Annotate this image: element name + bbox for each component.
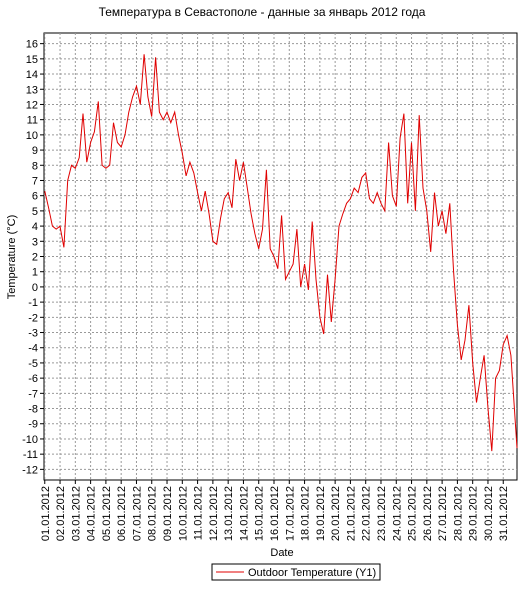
y-tick-label: -3	[28, 328, 38, 340]
x-tick-label: 22.01.2012	[361, 486, 373, 541]
y-tick-label: 8	[32, 160, 38, 172]
x-tick-label: 08.01.2012	[147, 486, 159, 541]
x-tick-label: 28.01.2012	[452, 486, 464, 541]
x-tick-label: 05.01.2012	[101, 486, 113, 541]
x-tick-label: 23.01.2012	[376, 486, 388, 541]
x-tick-label: 14.01.2012	[238, 486, 250, 541]
x-tick-label: 26.01.2012	[422, 486, 434, 541]
y-tick-label: 12	[26, 99, 38, 111]
x-tick-label: 11.01.2012	[193, 486, 205, 540]
x-tick-label: 13.01.2012	[223, 486, 235, 541]
x-tick-label: 10.01.2012	[177, 486, 189, 541]
x-tick-label: 25.01.2012	[407, 486, 419, 541]
x-tick-label: 15.01.2012	[254, 486, 266, 541]
y-tick-label: 9	[32, 145, 38, 157]
y-tick-label: 0	[32, 282, 38, 294]
y-tick-label: 6	[32, 191, 38, 203]
y-tick-label: -1	[28, 297, 38, 309]
x-tick-label: 12.01.2012	[208, 486, 220, 541]
y-tick-label: -4	[28, 343, 38, 355]
x-tick-label: 20.01.2012	[330, 486, 342, 541]
x-tick-label: 18.01.2012	[300, 486, 312, 541]
y-tick-label: 2	[32, 252, 38, 264]
x-tick-label: 07.01.2012	[131, 486, 143, 541]
x-tick-label: 30.01.2012	[483, 486, 495, 541]
y-tick-label: -5	[28, 358, 38, 370]
x-tick-label: 19.01.2012	[315, 486, 327, 541]
x-tick-label: 31.01.2012	[498, 486, 510, 541]
y-tick-label: -11	[23, 449, 38, 461]
x-tick-label: 17.01.2012	[284, 486, 296, 541]
y-tick-label: 5	[32, 206, 38, 218]
y-tick-label: 1	[32, 267, 38, 279]
y-axis-label: Temperature (°C)	[6, 215, 18, 299]
x-tick-label: 16.01.2012	[269, 486, 281, 541]
x-axis-label: Date	[270, 547, 293, 559]
x-tick-label: 21.01.2012	[345, 486, 357, 541]
x-tick-label: 06.01.2012	[116, 486, 128, 541]
x-tick-label: 02.01.2012	[55, 486, 67, 541]
y-tick-label: 4	[32, 221, 38, 233]
y-tick-label: 3	[32, 236, 38, 248]
legend-box	[211, 563, 381, 581]
x-tick-label: 24.01.2012	[391, 486, 403, 541]
x-tick-label: 27.01.2012	[437, 486, 449, 541]
x-tick-label: 04.01.2012	[86, 486, 98, 541]
x-tick-label: 29.01.2012	[468, 486, 480, 541]
y-tick-label: -9	[28, 419, 38, 431]
y-tick-label: 15	[26, 54, 38, 66]
y-tick-label: -12	[22, 464, 38, 476]
y-tick-label: -6	[28, 373, 38, 385]
y-tick-label: 7	[32, 175, 38, 187]
chart-title: Температура в Севастополе - данные за ян…	[99, 5, 426, 19]
x-tick-label: 01.01.2012	[40, 486, 52, 541]
y-tick-label: -8	[28, 404, 38, 416]
legend-label: Outdoor Temperature (Y1)	[248, 567, 376, 579]
y-tick-label: 10	[26, 130, 38, 142]
y-tick-label: -7	[28, 388, 38, 400]
x-tick-label: 09.01.2012	[162, 486, 174, 541]
y-tick-label: 13	[26, 84, 38, 96]
x-tick-label: 03.01.2012	[70, 486, 82, 541]
y-tick-label: 16	[26, 39, 38, 51]
y-tick-label: 11	[27, 115, 38, 127]
y-tick-label: -10	[22, 434, 38, 446]
y-tick-label: 14	[26, 69, 38, 81]
data-line	[44, 54, 518, 452]
y-tick-label: -2	[28, 312, 38, 324]
